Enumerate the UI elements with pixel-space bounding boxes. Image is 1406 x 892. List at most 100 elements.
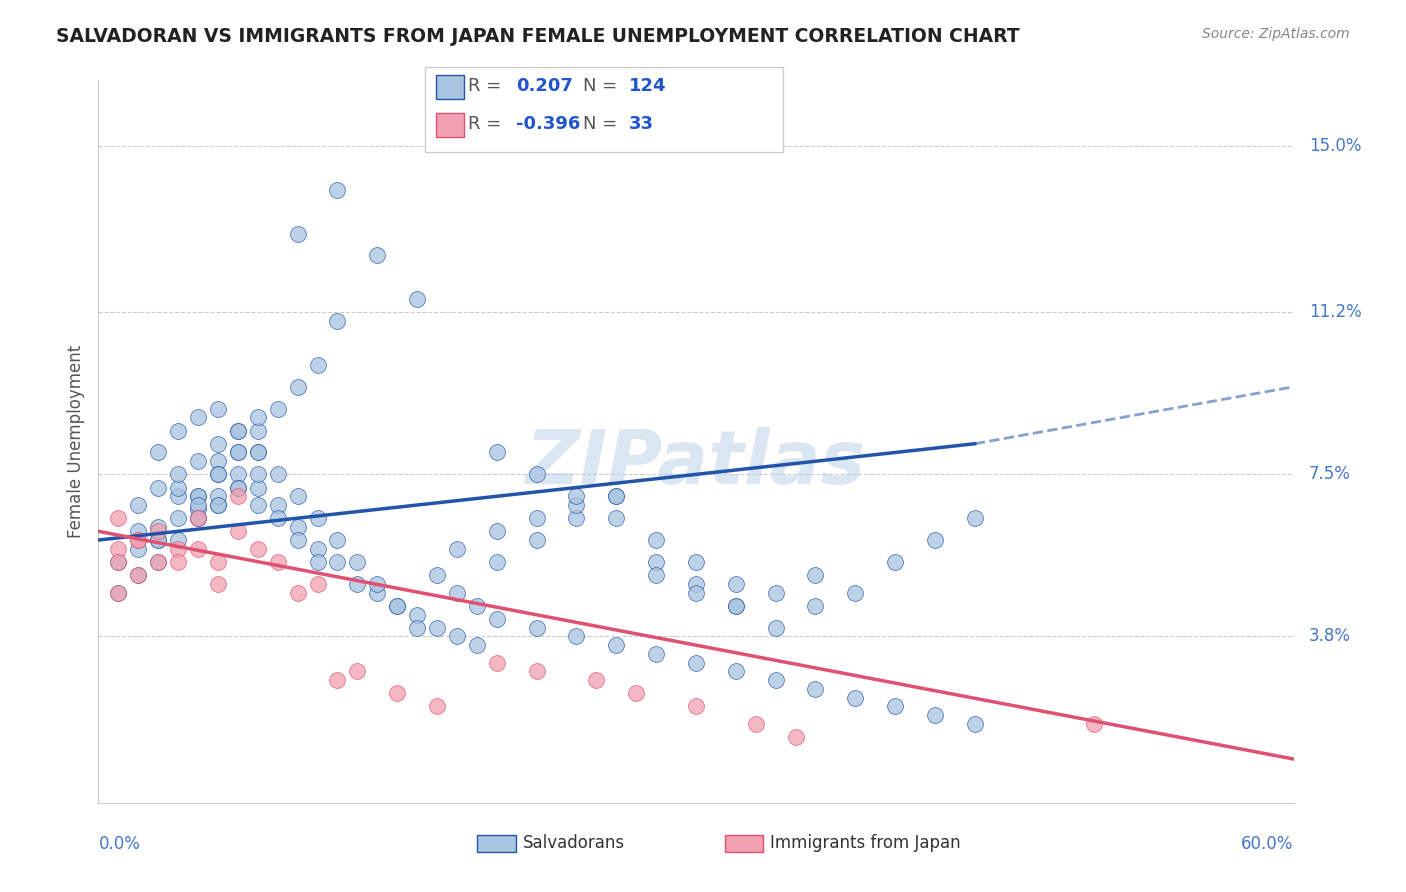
- Point: [287, 380, 309, 394]
- Point: [127, 568, 149, 582]
- Point: [605, 638, 627, 652]
- Text: Source: ZipAtlas.com: Source: ZipAtlas.com: [1202, 27, 1350, 41]
- Text: Immigrants from Japan: Immigrants from Japan: [770, 833, 960, 852]
- Point: [465, 599, 488, 613]
- Point: [804, 681, 827, 696]
- Point: [267, 467, 290, 482]
- Point: [526, 533, 548, 547]
- Point: [765, 621, 787, 635]
- Point: [267, 401, 290, 416]
- Point: [385, 599, 409, 613]
- Point: [267, 498, 290, 512]
- Point: [485, 524, 508, 539]
- Point: [485, 445, 508, 459]
- Point: [446, 629, 468, 643]
- Text: N =: N =: [583, 77, 623, 95]
- Point: [226, 481, 249, 495]
- Point: [127, 533, 149, 547]
- Point: [187, 511, 209, 525]
- Point: [526, 665, 548, 679]
- Point: [485, 612, 508, 626]
- Point: [426, 699, 449, 714]
- Point: [326, 314, 349, 328]
- Point: [226, 424, 249, 438]
- Point: [884, 555, 907, 569]
- Point: [287, 227, 309, 241]
- Text: 15.0%: 15.0%: [1309, 137, 1361, 155]
- Point: [426, 568, 449, 582]
- Text: SALVADORAN VS IMMIGRANTS FROM JAPAN FEMALE UNEMPLOYMENT CORRELATION CHART: SALVADORAN VS IMMIGRANTS FROM JAPAN FEMA…: [56, 27, 1019, 45]
- Point: [107, 555, 129, 569]
- Point: [107, 585, 129, 599]
- Point: [385, 686, 409, 700]
- Text: ZIPatlas: ZIPatlas: [526, 426, 866, 500]
- Text: Salvadorans: Salvadorans: [523, 833, 624, 852]
- Point: [745, 717, 768, 731]
- Point: [626, 686, 648, 700]
- Point: [765, 585, 787, 599]
- Point: [148, 524, 170, 539]
- Point: [346, 665, 368, 679]
- Point: [963, 511, 986, 525]
- Point: [685, 699, 707, 714]
- Point: [107, 541, 129, 556]
- Point: [804, 599, 827, 613]
- Text: R =: R =: [468, 115, 508, 133]
- Point: [187, 541, 209, 556]
- Point: [207, 577, 229, 591]
- Text: 33: 33: [628, 115, 654, 133]
- Point: [446, 541, 468, 556]
- Point: [187, 498, 209, 512]
- Point: [605, 511, 627, 525]
- Point: [107, 555, 129, 569]
- Point: [366, 585, 388, 599]
- Point: [685, 577, 707, 591]
- Point: [187, 410, 209, 425]
- Point: [565, 498, 588, 512]
- Point: [267, 511, 290, 525]
- Point: [187, 502, 209, 516]
- Point: [685, 585, 707, 599]
- Text: R =: R =: [468, 77, 508, 95]
- Point: [127, 498, 149, 512]
- Point: [287, 489, 309, 503]
- Point: [844, 690, 866, 705]
- Point: [326, 555, 349, 569]
- Point: [187, 511, 209, 525]
- Point: [207, 401, 229, 416]
- Point: [785, 730, 807, 744]
- Point: [307, 541, 329, 556]
- Point: [426, 621, 449, 635]
- Point: [526, 621, 548, 635]
- Point: [207, 454, 229, 468]
- Point: [565, 629, 588, 643]
- Point: [366, 248, 388, 262]
- Point: [148, 555, 170, 569]
- Point: [127, 533, 149, 547]
- Point: [167, 555, 190, 569]
- Point: [326, 183, 349, 197]
- Point: [307, 511, 329, 525]
- Point: [148, 533, 170, 547]
- Point: [287, 533, 309, 547]
- Point: [226, 524, 249, 539]
- Point: [246, 541, 269, 556]
- Point: [246, 481, 269, 495]
- Point: [167, 489, 190, 503]
- Point: [924, 708, 946, 723]
- Text: 0.207: 0.207: [516, 77, 572, 95]
- Point: [167, 533, 190, 547]
- Point: [406, 292, 429, 306]
- Point: [207, 498, 229, 512]
- Point: [645, 647, 668, 661]
- FancyBboxPatch shape: [477, 835, 516, 852]
- Point: [724, 577, 747, 591]
- Point: [167, 541, 190, 556]
- Point: [526, 467, 548, 482]
- Point: [326, 533, 349, 547]
- Point: [346, 577, 368, 591]
- Text: 7.5%: 7.5%: [1309, 466, 1351, 483]
- Point: [307, 577, 329, 591]
- Text: 3.8%: 3.8%: [1309, 627, 1351, 646]
- Point: [685, 555, 707, 569]
